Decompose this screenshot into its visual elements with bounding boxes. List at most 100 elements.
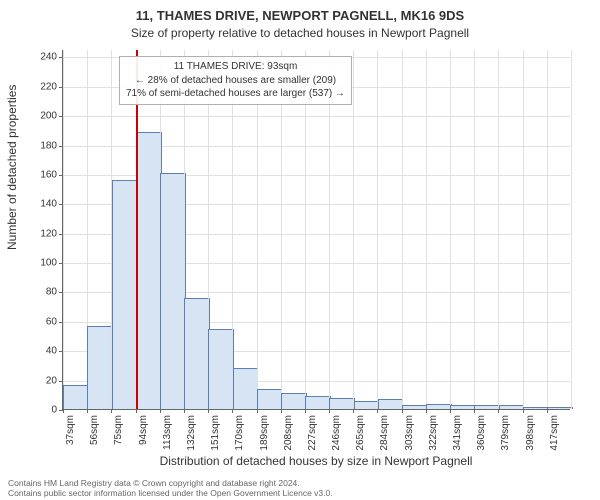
x-tick-label: 417sqm [549,415,560,451]
histogram-bar [329,398,355,409]
y-tick-label: 220 [40,81,63,92]
x-tick-label: 246sqm [331,415,342,451]
gridline-vertical [426,50,427,409]
y-tick-label: 120 [40,228,63,239]
annotation-line3: 71% of semi-detached houses are larger (… [126,87,345,101]
histogram-bar [87,326,113,409]
histogram-bar [426,404,452,409]
y-tick-label: 40 [46,346,63,357]
histogram-bar [547,407,573,409]
x-tick-mark [353,409,354,413]
x-tick-mark [426,409,427,413]
x-tick-mark [329,409,330,413]
x-tick-mark [402,409,403,413]
x-tick-mark [450,409,451,413]
y-tick-label: 60 [46,316,63,327]
x-tick-mark [474,409,475,413]
histogram-bar [281,393,307,409]
footer-line1: Contains HM Land Registry data © Crown c… [8,478,333,488]
x-tick-label: 151sqm [210,415,221,451]
x-tick-label: 170sqm [234,415,245,451]
x-tick-mark [63,409,64,413]
y-tick-label: 0 [51,405,63,416]
histogram-bar [305,396,331,409]
y-tick-label: 180 [40,140,63,151]
x-tick-mark [111,409,112,413]
histogram-bar [450,405,476,409]
x-tick-label: 265sqm [355,415,366,451]
y-tick-label: 100 [40,258,63,269]
y-axis-label: Number of detached properties [5,85,19,250]
gridline-vertical [402,50,403,409]
x-tick-mark [498,409,499,413]
histogram-bar [354,401,380,409]
x-axis-label: Distribution of detached houses by size … [62,454,570,468]
gridline-vertical [353,50,354,409]
histogram-bar [112,180,138,409]
gridline-horizontal [63,116,570,117]
gridline-vertical [450,50,451,409]
x-tick-label: 113sqm [162,415,173,450]
x-tick-mark [377,409,378,413]
attribution-footer: Contains HM Land Registry data © Crown c… [8,478,333,498]
x-tick-label: 398sqm [525,415,536,451]
annotation-line1: 11 THAMES DRIVE: 93sqm [126,60,345,74]
x-tick-mark [523,409,524,413]
x-tick-label: 208sqm [283,415,294,451]
histogram-bar [378,399,404,409]
y-tick-label: 140 [40,199,63,210]
title-address: 11, THAMES DRIVE, NEWPORT PAGNELL, MK16 … [0,8,600,24]
x-tick-label: 94sqm [138,415,149,445]
annotation-box: 11 THAMES DRIVE: 93sqm ← 28% of detached… [119,56,352,105]
plot-region: 02040608010012014016018020022024037sqm56… [62,50,570,410]
histogram-bar [499,405,525,409]
x-tick-mark [136,409,137,413]
gridline-vertical [571,50,572,409]
gridline-vertical [498,50,499,409]
y-tick-label: 80 [46,287,63,298]
x-tick-mark [87,409,88,413]
title-subtitle: Size of property relative to detached ho… [0,26,600,41]
histogram-bar [184,298,210,409]
histogram-bar [208,329,234,409]
x-tick-mark [160,409,161,413]
x-tick-label: 75sqm [113,415,124,445]
x-tick-label: 322sqm [428,415,439,451]
footer-line2: Contains public sector information licen… [8,488,333,498]
x-tick-mark [232,409,233,413]
x-tick-label: 227sqm [307,415,318,451]
x-tick-mark [257,409,258,413]
x-tick-label: 189sqm [259,415,270,451]
gridline-vertical [377,50,378,409]
gridline-vertical [63,50,64,409]
x-tick-label: 132sqm [186,415,197,451]
x-tick-label: 37sqm [65,415,76,445]
y-tick-label: 200 [40,111,63,122]
x-tick-mark [281,409,282,413]
gridline-vertical [547,50,548,409]
chart-title: 11, THAMES DRIVE, NEWPORT PAGNELL, MK16 … [0,0,600,41]
x-tick-mark [305,409,306,413]
y-tick-label: 240 [40,52,63,63]
x-tick-label: 56sqm [89,415,100,445]
histogram-bar [63,385,89,410]
x-tick-label: 341sqm [452,415,463,451]
histogram-bar [136,132,162,409]
gridline-vertical [523,50,524,409]
histogram-bar [474,405,500,409]
histogram-bar [160,173,186,409]
histogram-bar [233,368,259,409]
x-tick-label: 303sqm [404,415,415,451]
histogram-bar [402,405,428,409]
gridline-vertical [474,50,475,409]
x-tick-mark [547,409,548,413]
x-tick-label: 284sqm [379,415,390,451]
histogram-bar [257,389,283,409]
x-tick-label: 379sqm [500,415,511,451]
x-tick-mark [184,409,185,413]
histogram-bar [523,407,549,409]
x-tick-label: 360sqm [476,415,487,451]
annotation-line2: ← 28% of detached houses are smaller (20… [126,74,345,88]
x-tick-mark [208,409,209,413]
y-tick-label: 20 [46,375,63,386]
